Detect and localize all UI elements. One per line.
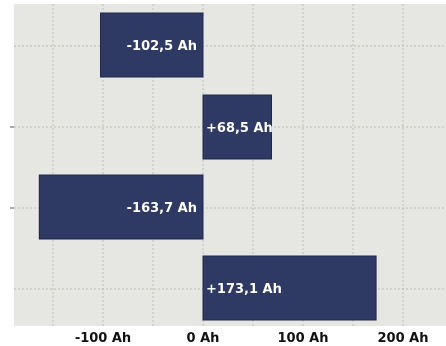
bar	[38, 174, 204, 240]
x-tick-label: 0 Ah	[187, 331, 220, 346]
bar	[202, 255, 377, 321]
bar-labels: -102,5 Ah +68,5 Ah -163,7 Ah +173,1 Ah	[127, 39, 282, 297]
bar	[100, 12, 204, 78]
bar-value-label: +173,1 Ah	[206, 282, 282, 297]
bar	[202, 94, 272, 160]
bars	[38, 12, 377, 321]
x-tick-label: 100 Ah	[278, 331, 329, 346]
bar-value-label: +68,5 Ah	[206, 121, 273, 136]
bar-value-label: -163,7 Ah	[127, 201, 197, 216]
x-tick-label: -100 Ah	[75, 331, 131, 346]
x-axis-ticks: -100 Ah 0 Ah 100 Ah 200 Ah	[75, 331, 429, 346]
bar-value-label: -102,5 Ah	[127, 39, 197, 54]
x-tick-label: 200 Ah	[378, 331, 429, 346]
